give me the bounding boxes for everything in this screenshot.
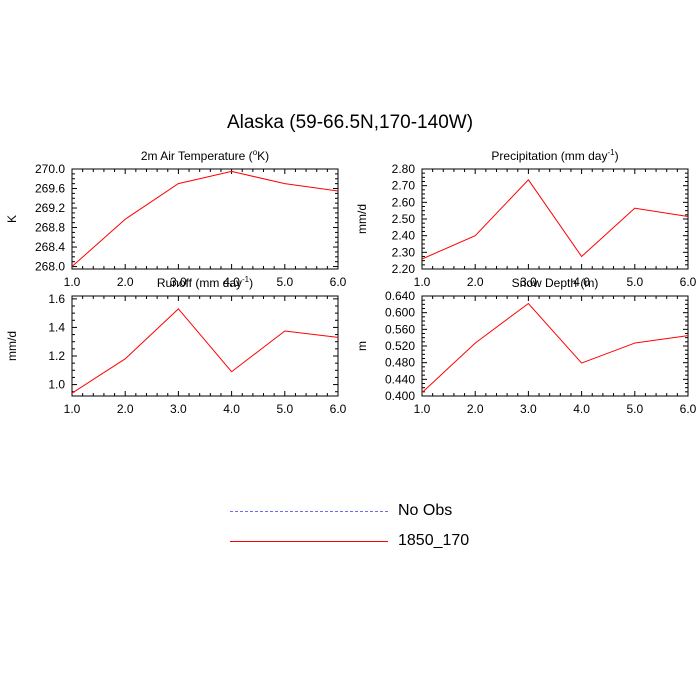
y-tick-label: 1.2 xyxy=(48,349,65,363)
y-axis-label: mm/d xyxy=(355,204,369,234)
y-tick-label: 268.8 xyxy=(35,221,65,235)
panel-title-end: ) xyxy=(615,149,619,163)
legend-label: 1850_170 xyxy=(398,532,470,549)
y-tick-label: 2.20 xyxy=(392,262,416,276)
x-tick-label: 3.0 xyxy=(520,275,537,289)
y-tick-label: 1.4 xyxy=(48,320,65,334)
legend-label: No Obs xyxy=(398,502,453,519)
x-tick-label: 5.0 xyxy=(276,275,293,289)
x-tick-label: 3.0 xyxy=(520,402,537,416)
x-tick-label: 6.0 xyxy=(330,402,347,416)
panel-title: Snow Depth (m) xyxy=(512,276,599,290)
y-tick-label: 269.2 xyxy=(35,201,65,215)
y-tick-label: 0.480 xyxy=(385,356,415,370)
panel-title-text: Snow Depth (m) xyxy=(512,276,599,290)
y-tick-label: 0.600 xyxy=(385,306,415,320)
x-tick-label: 6.0 xyxy=(330,275,347,289)
x-tick-label: 1.0 xyxy=(414,402,431,416)
panel-title-text: Runoff (mm day xyxy=(157,276,242,290)
y-tick-label: 2.40 xyxy=(392,229,416,243)
panel-title: Precipitation (mm day-1) xyxy=(491,148,618,163)
x-tick-label: 3.0 xyxy=(170,402,187,416)
x-tick-label: 5.0 xyxy=(626,275,643,289)
panel-3: Snow Depth (m) m 1.0 2.0 3.0 4.0 5.0 6.0 0.400 0.… xyxy=(355,276,697,416)
x-tick-label: 1.0 xyxy=(64,275,81,289)
x-tick-label: 3.0 xyxy=(170,275,187,289)
x-tick-label: 6.0 xyxy=(680,402,697,416)
panel-title-superscript: o xyxy=(253,148,258,157)
panel-title-end: ) xyxy=(249,276,253,290)
y-tick-label: 0.400 xyxy=(385,389,415,403)
series-line xyxy=(421,302,689,394)
legend-item-no-obs: No Obs xyxy=(230,496,530,526)
y-tick-label: 2.70 xyxy=(392,179,416,193)
plot-frame xyxy=(71,168,339,270)
y-tick-label: 268.4 xyxy=(35,240,65,254)
y-axis-label: K xyxy=(5,215,19,223)
y-axis-label: mm/d xyxy=(5,331,19,361)
x-tick-label: 2.0 xyxy=(117,275,134,289)
x-tick-label: 2.0 xyxy=(467,275,484,289)
series-line xyxy=(421,179,689,260)
y-tick-label: 0.520 xyxy=(385,339,415,353)
y-tick-label: 269.6 xyxy=(35,182,65,196)
legend-swatch-dashed xyxy=(230,511,388,512)
y-tick-label: 2.30 xyxy=(392,245,416,259)
x-tick-label: 4.0 xyxy=(223,275,240,289)
x-tick-label: 2.0 xyxy=(467,402,484,416)
panel-0: 2m Air Temperature (oK) K 1.0 2.0 3.0 4.0 5.0 6… xyxy=(5,148,347,289)
x-tick-label: 4.0 xyxy=(573,275,590,289)
y-tick-label: 0.560 xyxy=(385,322,415,336)
panel-2: Runoff (mm day-1) mm/d 1.0 2.0 3.0 4.0 5.0 6.0 1… xyxy=(5,275,347,416)
x-tick-label: 4.0 xyxy=(223,402,240,416)
legend: No Obs 1850_170 xyxy=(230,496,530,566)
legend-swatch-solid xyxy=(230,541,388,542)
x-tick-label: 2.0 xyxy=(117,402,134,416)
y-axis-label: m xyxy=(355,341,369,351)
panel-title-superscript: -1 xyxy=(607,148,615,157)
series-line xyxy=(71,170,339,267)
x-tick-label: 6.0 xyxy=(680,275,697,289)
y-tick-label: 0.640 xyxy=(385,289,415,303)
plot-frame xyxy=(71,295,339,397)
x-tick-label: 1.0 xyxy=(414,275,431,289)
y-tick-label: 1.0 xyxy=(48,378,65,392)
y-tick-label: 1.6 xyxy=(48,292,65,306)
panel-title-text: 2m Air Temperature ( xyxy=(141,149,253,163)
panel-title: 2m Air Temperature (oK) xyxy=(141,148,269,163)
x-tick-label: 5.0 xyxy=(276,402,293,416)
y-tick-label: 270.0 xyxy=(35,162,65,176)
panel-title-superscript: -1 xyxy=(242,275,250,284)
x-tick-label: 4.0 xyxy=(573,402,590,416)
x-tick-label: 1.0 xyxy=(64,402,81,416)
figure-title: Alaska (59-66.5N,170-140W) xyxy=(226,112,474,133)
y-tick-label: 2.80 xyxy=(392,162,416,176)
panel-title: Runoff (mm day-1) xyxy=(157,275,253,290)
y-tick-label: 2.50 xyxy=(392,212,416,226)
panel-1: Precipitation (mm day-1) mm/d 1.0 2.0 3.0 4.0… xyxy=(355,148,697,289)
x-tick-label: 5.0 xyxy=(626,402,643,416)
panel-title-text: Precipitation (mm day xyxy=(491,149,607,163)
y-tick-label: 2.60 xyxy=(392,195,416,209)
y-tick-label: 0.440 xyxy=(385,372,415,386)
panel-title-end: K) xyxy=(257,149,269,163)
y-tick-label: 268.0 xyxy=(35,260,65,274)
plot-frame xyxy=(421,295,689,397)
legend-item-1850-170: 1850_170 xyxy=(230,526,530,556)
series-line xyxy=(71,308,339,394)
